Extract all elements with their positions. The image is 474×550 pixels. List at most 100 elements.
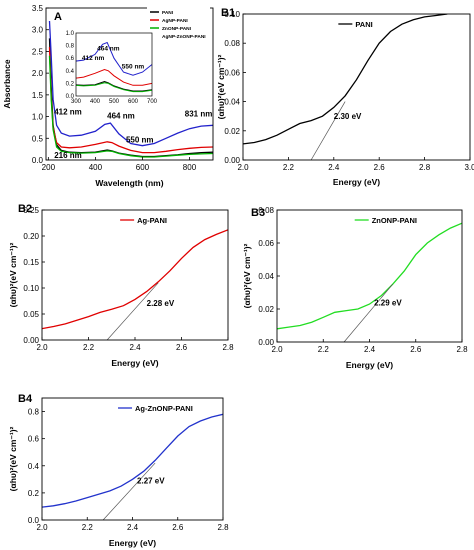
y-tick-label: 2.0 [32, 69, 44, 78]
y-tick-label: 0.0 [28, 516, 40, 525]
y-tick-label: 0.02 [258, 305, 274, 314]
inset-series-line-agnp-znonp-pani [76, 41, 152, 76]
panel-a: 200 400 600 800 0.0 0.5 1.0 1.5 2.0 2.5 3.0 3.5 Wave… [2, 4, 214, 188]
tangent-fit-line [343, 284, 393, 343]
x-axis-label: Energy (eV) [346, 360, 393, 370]
annotation-label: 831 nm [185, 110, 213, 119]
series-line-agnp-pani [48, 47, 213, 154]
x-tick-label: 2.8 [217, 523, 229, 532]
inset-series-line-znonp-pani [76, 82, 152, 93]
inset-annotation-label: 550 nm [122, 63, 145, 70]
x-tick-label: 2.2 [82, 523, 94, 532]
inset-y-tick-label: 0.6 [66, 56, 75, 62]
y-axis-label: (αhυ)²(eV cm⁻¹)² [8, 426, 18, 491]
y-tick-label: 0.10 [224, 10, 240, 19]
series-line-znonp-pani [48, 55, 213, 158]
y-tick-label: 1.0 [32, 113, 44, 122]
y-tick-label: 1.5 [32, 91, 44, 100]
y-tick-label: 0.06 [224, 68, 240, 77]
panel-b3: 2.0 2.2 2.4 2.6 2.8 0.00 0.02 0.04 0.06 0.08 Energ… [242, 206, 468, 370]
annotation-label: 550 nm [126, 136, 154, 145]
annotation-label: 2.30 eV [334, 112, 362, 121]
plot-frame [41, 397, 224, 521]
panel-label: B2 [18, 203, 32, 215]
y-axis-label: (αhυ)²(eV cm⁻¹)² [242, 243, 252, 308]
y-tick-label: 0.20 [23, 232, 39, 241]
inset-x-tick-label: 300 [71, 99, 82, 105]
y-tick-label: 0.08 [224, 39, 240, 48]
annotation-label: 2.29 eV [374, 299, 402, 308]
y-tick-label: 0.06 [258, 239, 274, 248]
panel-label: B1 [221, 7, 235, 19]
y-tick-label: 0.25 [23, 206, 39, 215]
y-tick-label: 0.04 [258, 272, 274, 281]
y-tick-label: 0.02 [224, 127, 240, 136]
x-tick-label: 400 [89, 163, 103, 172]
x-tick-label: 2.6 [410, 345, 422, 354]
y-tick-label: 0.08 [258, 206, 274, 215]
x-tick-label: 2.2 [318, 345, 330, 354]
y-tick-label: 0.10 [23, 284, 39, 293]
y-axis-label: (αhυ)²(eV cm⁻¹)² [216, 54, 226, 119]
x-tick-label: 2.4 [127, 523, 139, 532]
annotation-label: 464 nm [107, 112, 135, 121]
y-tick-label: 0.2 [28, 489, 40, 498]
y-tick-label: 0.6 [28, 435, 40, 444]
inset-y-tick-label: 0.4 [66, 69, 75, 75]
x-tick-label: 800 [183, 163, 197, 172]
x-axis-label: Wavelength (nm) [95, 178, 163, 188]
x-tick-label: 3.0 [464, 163, 474, 172]
x-tick-label: 2.6 [374, 163, 386, 172]
x-tick-label: 2.8 [419, 163, 431, 172]
inset-background [56, 29, 160, 108]
annotation-label: 2.27 eV [137, 476, 165, 485]
inset-series-line-pani [76, 80, 152, 92]
panel-b1: 2.0 2.2 2.4 2.6 2.8 3.0 0.00 0.02 0.04 0.06 0.08 0.… [216, 7, 474, 187]
y-tick-label: 0.04 [224, 98, 240, 107]
legend-entry: AgNP-ZnONP-PANI [162, 34, 206, 40]
x-axis-label: Energy (eV) [109, 538, 156, 548]
y-tick-label: 3.5 [32, 4, 44, 13]
plot-frame [45, 7, 214, 161]
x-axis-label: Energy (eV) [111, 358, 158, 368]
x-tick-label: 2.0 [237, 163, 249, 172]
panel-label: B4 [18, 393, 33, 405]
panel-label: A [54, 11, 62, 23]
y-tick-label: 0.5 [32, 134, 44, 143]
x-tick-label: 2.4 [328, 163, 340, 172]
y-tick-label: 0.4 [28, 462, 40, 471]
series-line-agnp-znonp-pani [48, 20, 213, 147]
x-tick-label: 600 [136, 163, 150, 172]
y-tick-label: 2.5 [32, 47, 44, 56]
annotation-label: 216 nm [54, 151, 82, 160]
y-tick-label: 0.0 [32, 156, 44, 165]
x-tick-label: 2.4 [364, 345, 376, 354]
tangent-fit-line [310, 101, 346, 161]
inset-series-line-agnp-pani [76, 68, 152, 86]
series-line-znonp-pani [277, 222, 462, 330]
legend-entry: Ag-PANI [137, 216, 167, 225]
annotation-label: 2.28 eV [147, 299, 175, 308]
inset-y-tick-label: 0.0 [66, 94, 75, 100]
legend-entry: ZnONP-PANI [162, 26, 192, 32]
inset-x-tick-label: 700 [147, 99, 158, 105]
y-tick-label: 0.8 [28, 408, 40, 417]
plot-frame [276, 209, 463, 343]
x-tick-label: 2.2 [283, 163, 295, 172]
x-tick-label: 2.4 [129, 343, 141, 352]
x-axis-label: Energy (eV) [333, 177, 380, 187]
x-tick-label: 2.0 [36, 523, 48, 532]
y-axis-label: Absorbance [2, 59, 12, 108]
inset-y-tick-label: 0.8 [66, 44, 75, 50]
plot-frame [41, 209, 229, 341]
x-tick-label: 2.8 [222, 343, 234, 352]
legend-entry: PANI [355, 20, 372, 29]
legend-entry: AgNP-PANI [162, 18, 188, 24]
inset-x-tick-label: 500 [109, 99, 120, 105]
legend-entry: Ag-ZnONP-PANI [135, 404, 193, 413]
inset-plot: 300 400 500 600 700 0.0 0.2 0.4 0.6 0.8 1.0 464 nm 4… [56, 29, 160, 108]
inset-frame [75, 32, 153, 97]
series-line-pani [243, 14, 448, 145]
x-tick-label: 2.6 [176, 343, 188, 352]
